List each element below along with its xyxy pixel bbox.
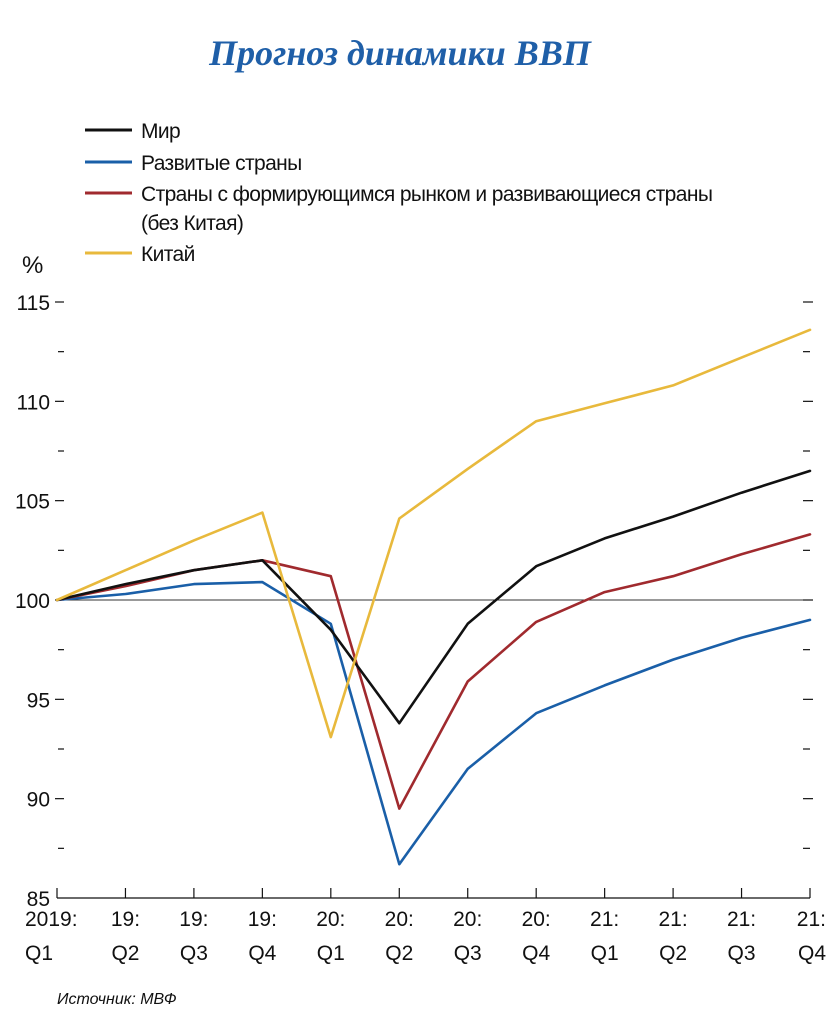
legend-label-2: Страны с формирующимся рынком и развиваю… bbox=[141, 183, 712, 206]
y-tick-label: 100 bbox=[15, 590, 50, 613]
legend-label-0: Мир bbox=[141, 120, 180, 143]
x-tick-label-quarter: Q4 bbox=[522, 942, 550, 965]
x-tick-label-quarter: Q4 bbox=[248, 942, 276, 965]
y-tick-label: 95 bbox=[27, 689, 50, 712]
y-tick-label: 85 bbox=[27, 888, 50, 911]
x-tick-label-quarter: Q2 bbox=[659, 942, 687, 965]
legend-label-2: (без Китая) bbox=[141, 212, 243, 235]
x-tick-label-year: 21: bbox=[797, 908, 826, 931]
x-tick-label-year: 20: bbox=[385, 908, 414, 931]
x-tick-label-year: 19: bbox=[179, 908, 208, 931]
x-tick-label-year: 19: bbox=[111, 908, 140, 931]
x-tick-label-quarter: Q2 bbox=[111, 942, 139, 965]
legend-label-3: Китай bbox=[141, 243, 195, 266]
chart-title: Прогноз динамики ВВП bbox=[208, 33, 592, 73]
series-line-1 bbox=[55, 580, 812, 866]
x-tick-label-year: 19: bbox=[248, 908, 277, 931]
y-tick-label: 110 bbox=[17, 391, 50, 414]
x-tick-label-year: 20: bbox=[316, 908, 345, 931]
x-tick-label-year: 20: bbox=[453, 908, 482, 931]
x-tick-label-quarter: Q3 bbox=[180, 942, 208, 965]
x-tick-label-quarter: Q1 bbox=[317, 942, 345, 965]
x-tick-label-quarter: Q1 bbox=[591, 942, 619, 965]
x-tick-label-year: 21: bbox=[590, 908, 619, 931]
x-tick-label-quarter: Q2 bbox=[385, 942, 413, 965]
x-tick-label-year: 2019: bbox=[25, 908, 78, 931]
y-tick-label: 105 bbox=[15, 491, 50, 514]
y-axis-unit: % bbox=[22, 252, 43, 279]
series-lines bbox=[55, 328, 812, 866]
y-tick-label: 90 bbox=[27, 789, 50, 812]
series-line-0 bbox=[55, 469, 812, 725]
series-line-3 bbox=[55, 328, 812, 739]
axes: 85 90 95 100 105 110 115 2019: Q1 19: Q2 19: Q3 19: Q4… bbox=[15, 292, 826, 965]
legend-label-1: Развитые страны bbox=[141, 152, 302, 175]
x-tick-label-year: 21: bbox=[658, 908, 687, 931]
x-tick-label-year: 21: bbox=[727, 908, 756, 931]
x-tick-label-year: 20: bbox=[522, 908, 551, 931]
x-tick-label-quarter: Q1 bbox=[25, 942, 53, 965]
x-tick-label-quarter: Q4 bbox=[798, 942, 826, 965]
x-tick-label-quarter: Q3 bbox=[454, 942, 482, 965]
x-tick-label-quarter: Q3 bbox=[728, 942, 756, 965]
legend: Мир Развитые страны Страны с формирующимся… bbox=[85, 120, 713, 266]
source-note: Источник: МВФ bbox=[57, 991, 177, 1008]
y-tick-label: 115 bbox=[17, 292, 50, 315]
